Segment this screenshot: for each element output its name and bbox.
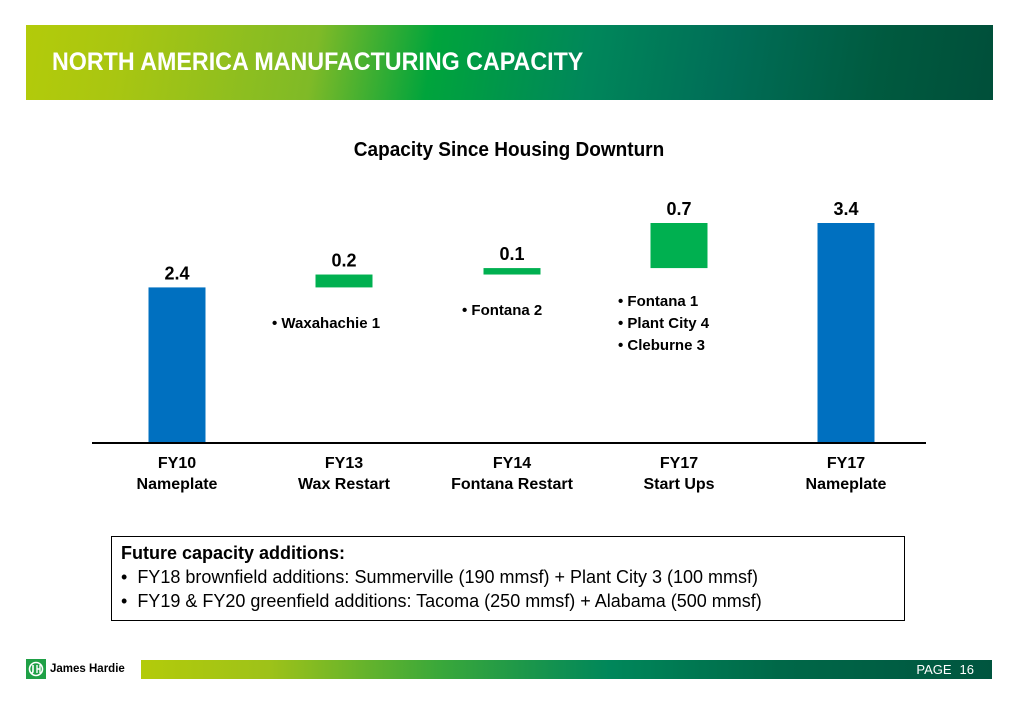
annotation-line: Fontana 2 (462, 300, 542, 322)
annotation-line: Plant City 4 (618, 313, 709, 335)
page-title: NORTH AMERICA MANUFACTURING CAPACITY (52, 48, 584, 76)
category-tick-label: FY14 (493, 455, 531, 472)
data-label: 2.4 (164, 263, 189, 283)
bar-annotation: Fontana 1Plant City 4Cleburne 3 (618, 291, 709, 357)
category-tick-label: Nameplate (806, 476, 887, 493)
annotation-line: Fontana 1 (618, 291, 709, 313)
title-banner: NORTH AMERICA MANUFACTURING CAPACITY (26, 25, 993, 100)
page-label-text: PAGE (916, 662, 952, 677)
page-number: 16 (959, 662, 974, 677)
category-tick-label: FY13 (325, 455, 363, 472)
category-tick-label: FY10 (158, 455, 196, 472)
footer-bar (141, 660, 992, 679)
category-tick-label: Fontana Restart (451, 476, 573, 493)
total-bar (817, 223, 875, 442)
category-tick-label: Wax Restart (298, 476, 391, 493)
total-bar (148, 287, 206, 442)
data-label: 0.1 (499, 244, 524, 264)
future-capacity-item: FY18 brownfield additions: Summerville (… (121, 565, 895, 589)
bar-annotation: Fontana 2 (462, 300, 542, 322)
logo-text: James Hardie (50, 663, 125, 675)
category-tick-label: FY17 (827, 455, 865, 472)
data-label: 3.4 (833, 199, 858, 219)
page-number-label: PAGE 16 (916, 661, 974, 678)
future-capacity-item: FY19 & FY20 greenfield additions: Tacoma… (121, 589, 895, 613)
increment-bar (483, 268, 541, 275)
future-capacity-box: Future capacity additions: FY18 brownfie… (111, 536, 905, 621)
annotation-line: Cleburne 3 (618, 335, 709, 357)
james-hardie-logo-icon (26, 659, 46, 679)
category-tick-label: Nameplate (137, 476, 218, 493)
increment-bar (650, 223, 708, 269)
category-tick-label: FY17 (660, 455, 698, 472)
data-label: 0.7 (666, 199, 691, 219)
bar-annotation: Waxahachie 1 (272, 313, 380, 335)
chart-title: Capacity Since Housing Downturn (353, 139, 665, 161)
category-tick-label: Start Ups (643, 476, 714, 493)
annotation-line: Waxahachie 1 (272, 313, 380, 335)
data-label: 0.2 (331, 251, 356, 271)
increment-bar (315, 274, 373, 288)
future-capacity-heading: Future capacity additions: (121, 543, 346, 563)
james-hardie-logo: James Hardie (26, 657, 125, 681)
